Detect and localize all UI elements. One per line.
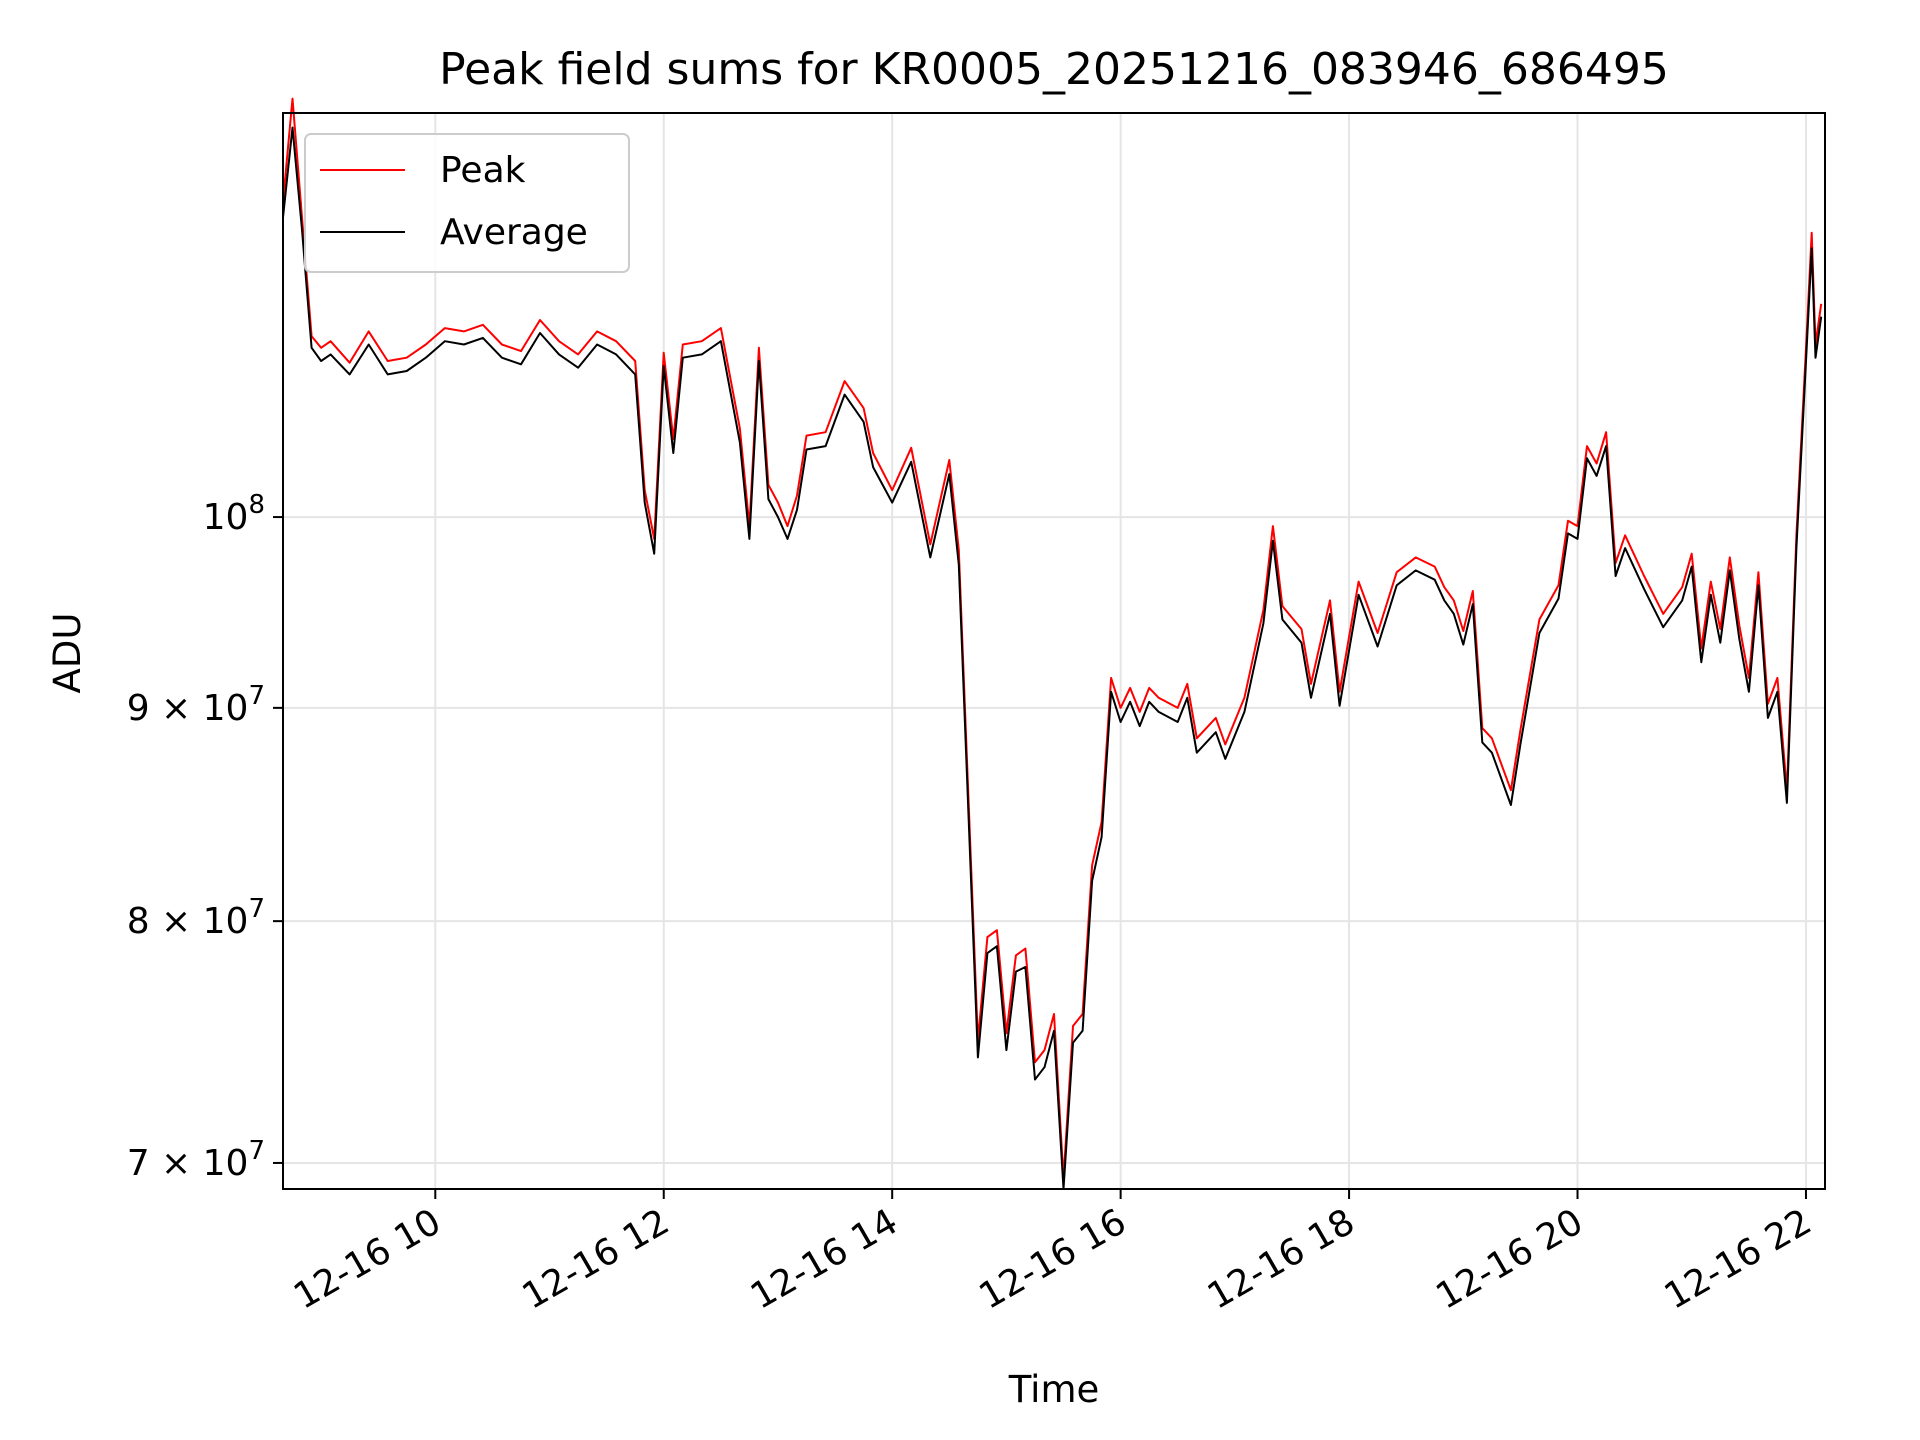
- x-axis-label: Time: [1008, 1368, 1100, 1411]
- y-tick-label: 9 × 107: [127, 681, 265, 729]
- y-tick-label: 7 × 107: [127, 1136, 265, 1184]
- y-tick-label: 108: [203, 490, 265, 538]
- y-axis-ticks: 7 × 107 8 × 107 9 × 107 108: [127, 490, 283, 1184]
- series-line-average: [282, 126, 1823, 1190]
- y-axis-label: ADU: [46, 613, 89, 694]
- y-tick-label: 8 × 107: [127, 894, 265, 942]
- legend: Peak Average: [304, 133, 630, 273]
- legend-label-peak: Peak: [440, 150, 526, 191]
- plot-frame: [282, 112, 1826, 1190]
- legend-label-average: Average: [440, 212, 588, 253]
- chart-title: Peak field sums for KR0005_20251216_0839…: [439, 44, 1669, 95]
- series-lines: [282, 97, 1823, 1190]
- legend-box: [304, 133, 630, 273]
